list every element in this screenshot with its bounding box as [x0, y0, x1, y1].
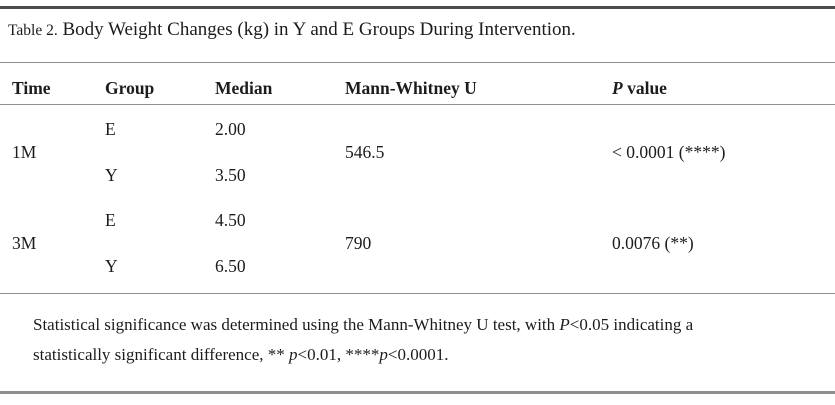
group-cell: E	[105, 118, 116, 139]
median-cell: 6.50	[215, 255, 246, 276]
table-title: Body Weight Changes (kg) in Y and E Grou…	[62, 18, 576, 40]
empty-cell	[345, 164, 612, 187]
empty-cell	[12, 118, 105, 141]
p-value-cell: 0.0076 (**)	[612, 232, 694, 253]
empty-cell	[345, 209, 612, 232]
column-header-mann-whitney-u: Mann-Whitney U	[345, 77, 477, 98]
empty-cell	[612, 164, 835, 187]
column-header-group: Group	[105, 77, 155, 98]
median-cell: 2.00	[215, 118, 246, 139]
empty-cell	[12, 164, 105, 187]
empty-cell	[612, 255, 835, 278]
empty-cell	[105, 141, 215, 164]
table-footnote: Statistical significance was determined …	[33, 315, 694, 365]
empty-cell	[612, 209, 835, 232]
body-divider-rule	[0, 292, 835, 295]
table-row-1m: E 2.00 1M 546.5 < 0.0001 (****) Y 3.50	[0, 105, 835, 187]
column-header-median: Median	[215, 77, 273, 98]
column-header-p-value: P value	[612, 79, 835, 97]
median-cell: 4.50	[215, 209, 246, 230]
header-divider-rule	[0, 103, 835, 105]
mann-whitney-u-cell: 790	[345, 232, 372, 253]
table-number: Table 2.	[8, 21, 58, 39]
table-caption: Table 2. Body Weight Changes (kg) in Y a…	[0, 9, 835, 43]
top-rule	[0, 6, 835, 9]
group-cell: Y	[105, 164, 118, 185]
empty-cell	[612, 118, 835, 141]
group-cell: E	[105, 209, 116, 230]
time-cell: 3M	[12, 232, 37, 253]
mann-whitney-u-cell: 546.5	[345, 141, 385, 162]
empty-cell	[215, 141, 345, 164]
p-value-italic-letter: P	[612, 77, 623, 98]
bottom-rule	[0, 391, 835, 395]
time-cell: 1M	[12, 141, 37, 162]
p-value-rest: value	[622, 77, 667, 98]
empty-cell	[12, 255, 105, 278]
table-header-row: Time Group Median Mann-Whitney U P value	[0, 63, 835, 104]
group-cell: Y	[105, 255, 118, 276]
median-cell: 3.50	[215, 164, 246, 185]
table-row-3m: E 4.50 3M 790 0.0076 (**) Y 6.50	[0, 187, 835, 293]
caption-divider-rule	[0, 61, 835, 63]
empty-cell	[345, 118, 612, 141]
empty-cell	[105, 232, 215, 255]
empty-cell	[345, 255, 612, 278]
column-header-time: Time	[12, 77, 51, 98]
p-value-cell: < 0.0001 (****)	[612, 141, 726, 162]
empty-cell	[215, 232, 345, 255]
empty-cell	[12, 209, 105, 232]
